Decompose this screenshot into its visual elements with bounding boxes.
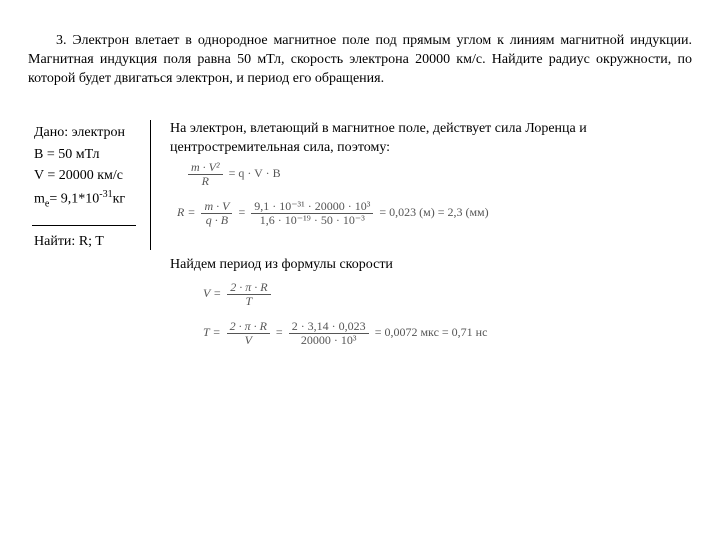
given-vertical-rule — [150, 120, 151, 250]
eq1-num: m · V² — [188, 161, 223, 175]
problem-text: Электрон влетает в однородное магнитное … — [28, 33, 692, 86]
given-block: Дано: электрон B = 50 мТл V = 20000 км/с… — [34, 122, 154, 212]
given-me-suf: кг — [113, 192, 126, 207]
eq4-f1-num: 2 · π · R — [227, 320, 270, 334]
given-me-sym: m — [34, 192, 45, 207]
given-me-sup: -31 — [99, 189, 112, 200]
problem-statement: 3. Электрон влетает в однородное магнитн… — [28, 32, 692, 89]
eq3-num: 2 · π · R — [227, 281, 270, 295]
given-horizontal-rule — [32, 225, 136, 226]
eq2-f2-num: 9,1 · 10⁻³¹ · 20000 · 10³ — [251, 200, 373, 214]
solution-intro: На электрон, влетающий в магнитное поле,… — [170, 120, 650, 158]
equation-radius: R = m · V q · B = 9,1 · 10⁻³¹ · 20000 · … — [174, 200, 492, 227]
equation-lorentz-balance: m · V² R = q · V · B — [188, 161, 284, 188]
given-title: Дано: электрон — [34, 122, 154, 144]
eq1-den: R — [188, 175, 223, 188]
problem-number: 3. — [56, 33, 67, 48]
eq2-f2-den: 1,6 · 10⁻¹⁹ · 50 · 10⁻³ — [251, 214, 373, 227]
eq4-f1-den: V — [227, 334, 270, 347]
equation-speed: V = 2 · π · R T — [200, 281, 271, 308]
given-V: V = 20000 км/с — [34, 165, 154, 187]
eq2-result: = 0,023 (м) = 2,3 (мм) — [379, 205, 488, 219]
given-me-mid: = 9,1*10 — [49, 192, 99, 207]
eq3-V: V = — [203, 286, 221, 300]
solution-period-text: Найдем период из формулы скорости — [170, 257, 650, 273]
given-B: B = 50 мТл — [34, 144, 154, 166]
eq3-den: T — [227, 295, 270, 308]
eq1-rhs: = q · V · B — [229, 166, 281, 180]
eq4-result: = 0,0072 мкс = 0,71 нс — [375, 325, 488, 339]
eq4-f2-num: 2 · 3,14 · 0,023 — [289, 320, 369, 334]
eq4-T: T = — [203, 325, 221, 339]
eq4-f2-den: 20000 · 10³ — [289, 334, 369, 347]
eq2-R: R = — [177, 205, 195, 219]
given-me: me= 9,1*10-31кг — [34, 187, 154, 212]
equation-period: T = 2 · π · R V = 2 · 3,14 · 0,023 20000… — [200, 320, 490, 347]
eq2-f1-den: q · B — [201, 214, 232, 227]
find-line: Найти: R; T — [34, 234, 104, 250]
eq2-f1-num: m · V — [201, 200, 232, 214]
